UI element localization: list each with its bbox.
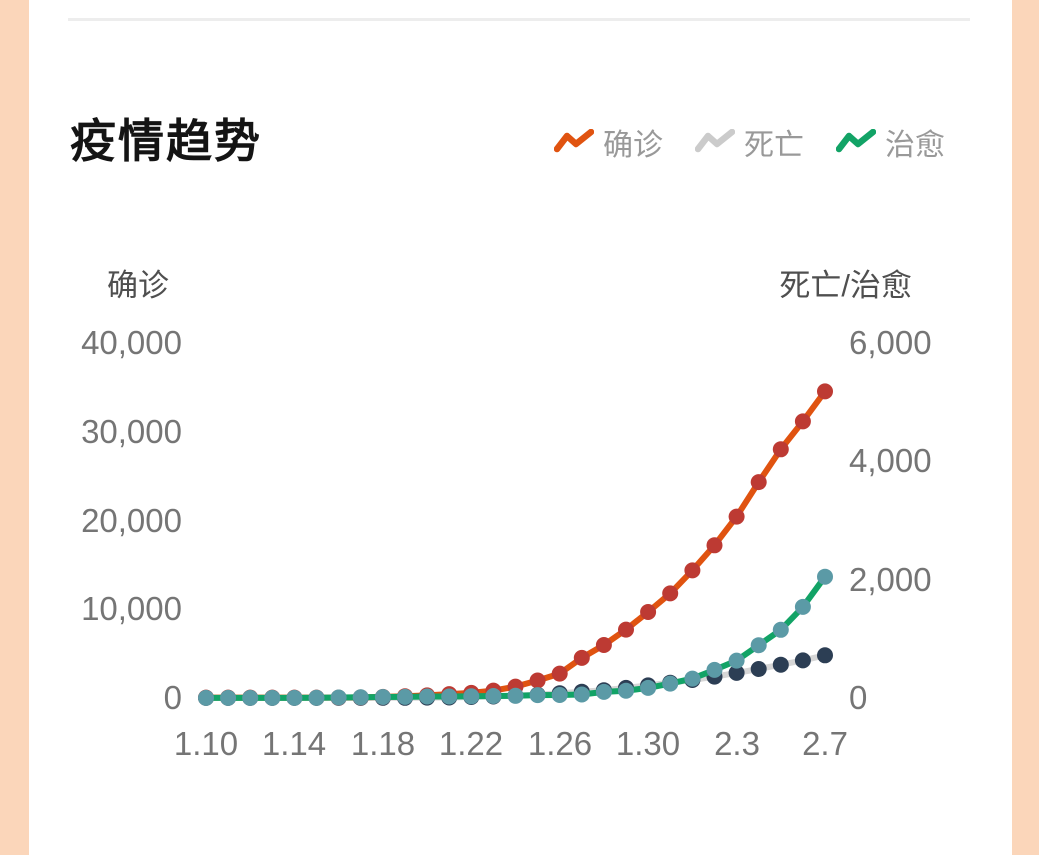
data-point-cured[interactable] (794, 598, 811, 615)
page-title: 疫情趋势 (70, 115, 262, 167)
data-point-cured[interactable] (573, 686, 590, 703)
left-axis-tick: 40,000 (81, 324, 182, 361)
data-point-confirmed[interactable] (573, 649, 590, 666)
trend-card: 疫情趋势 确诊 死亡 治愈 确诊 死亡/治愈 40,000 30,000 20,… (29, 0, 1012, 855)
data-point-cured[interactable] (817, 568, 833, 585)
data-point-cured[interactable] (397, 688, 413, 705)
x-axis-tick: 1.14 (261, 725, 327, 762)
data-point-cured[interactable] (242, 689, 259, 706)
data-point-deaths[interactable] (772, 656, 789, 673)
data-point-cured[interactable] (419, 688, 436, 705)
x-axis-tick: 1.30 (615, 725, 681, 762)
data-point-cured[interactable] (352, 689, 369, 706)
legend-item-deaths[interactable]: 死亡 (695, 120, 804, 164)
top-divider (68, 18, 970, 21)
line-series-icon (554, 129, 594, 153)
right-axis-tick: 2,000 (849, 561, 932, 598)
right-axis-tick: 0 (849, 679, 868, 716)
data-point-confirmed[interactable] (618, 621, 634, 638)
x-axis-tick: 1.10 (173, 725, 239, 762)
x-axis-tick: 1.26 (527, 725, 593, 762)
data-point-confirmed[interactable] (662, 585, 679, 602)
data-point-confirmed[interactable] (794, 413, 811, 430)
chart-legend: 确诊 死亡 治愈 (554, 120, 945, 164)
data-point-cured[interactable] (507, 687, 524, 704)
x-axis-tick: 2.3 (714, 725, 760, 762)
data-point-cured[interactable] (286, 689, 303, 706)
legend-item-confirmed[interactable]: 确诊 (554, 120, 663, 164)
data-point-cured[interactable] (551, 687, 568, 703)
data-point-cured[interactable] (220, 689, 237, 706)
series-line-confirmed (203, 388, 828, 701)
data-point-cured[interactable] (485, 688, 502, 704)
legend-item-cured[interactable]: 治愈 (836, 120, 945, 164)
data-point-confirmed[interactable] (750, 474, 767, 491)
data-point-cured[interactable] (618, 682, 634, 699)
data-point-cured[interactable] (750, 637, 767, 654)
data-point-cured[interactable] (441, 688, 458, 705)
x-axis-tick: 1.22 (438, 725, 504, 762)
left-axis-tick: 20,000 (81, 502, 182, 539)
data-point-cured[interactable] (772, 621, 789, 638)
data-point-confirmed[interactable] (551, 665, 568, 682)
data-point-cured[interactable] (595, 683, 612, 700)
data-point-deaths[interactable] (817, 647, 833, 664)
data-point-cured[interactable] (529, 687, 546, 704)
data-point-confirmed[interactable] (772, 441, 789, 458)
data-point-confirmed[interactable] (817, 383, 833, 400)
data-point-cured[interactable] (662, 675, 679, 692)
data-point-deaths[interactable] (794, 652, 811, 669)
line-series-icon (836, 129, 876, 153)
data-point-deaths[interactable] (728, 664, 745, 681)
data-point-cured[interactable] (374, 689, 391, 705)
data-point-cured[interactable] (728, 652, 745, 669)
legend-label-confirmed: 确诊 (603, 129, 663, 162)
chart-canvas[interactable] (29, 0, 1012, 855)
data-point-deaths[interactable] (750, 661, 767, 677)
left-axis-title: 确诊 (107, 268, 169, 303)
data-point-confirmed[interactable] (684, 562, 701, 579)
line-series-icon (695, 129, 735, 153)
right-axis-title: 死亡/治愈 (779, 268, 912, 303)
data-point-confirmed[interactable] (640, 604, 657, 620)
legend-label-cured: 治愈 (885, 129, 945, 162)
data-point-confirmed[interactable] (595, 637, 612, 653)
data-point-confirmed[interactable] (728, 508, 745, 525)
x-axis-tick: 1.18 (350, 725, 416, 762)
left-axis-tick: 0 (163, 679, 182, 716)
data-point-cured[interactable] (308, 689, 325, 706)
right-axis-tick: 4,000 (849, 442, 932, 479)
legend-label-deaths: 死亡 (744, 129, 804, 162)
data-point-cured[interactable] (706, 661, 723, 678)
data-point-cured[interactable] (198, 689, 214, 706)
right-axis-tick: 6,000 (849, 324, 932, 361)
left-axis-tick: 10,000 (81, 590, 182, 627)
x-axis-tick: 2.7 (802, 725, 848, 762)
data-point-cured[interactable] (640, 679, 657, 696)
data-point-cured[interactable] (264, 689, 281, 706)
data-point-cured[interactable] (684, 670, 701, 687)
data-point-confirmed[interactable] (706, 537, 723, 554)
data-point-cured[interactable] (463, 688, 480, 705)
data-point-confirmed[interactable] (529, 672, 546, 689)
data-point-cured[interactable] (330, 689, 347, 706)
left-axis-tick: 30,000 (81, 413, 182, 450)
